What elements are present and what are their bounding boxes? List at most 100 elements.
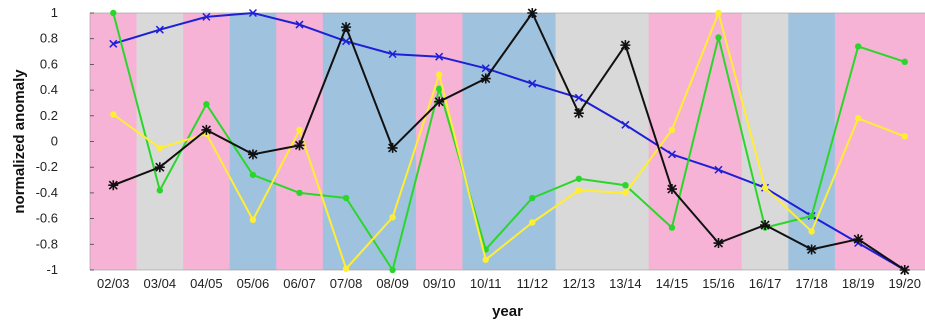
y-tick-label: -0.8 bbox=[36, 236, 58, 251]
data-point bbox=[620, 40, 631, 51]
background-band bbox=[322, 13, 370, 270]
data-point bbox=[342, 194, 350, 202]
data-point bbox=[622, 189, 629, 197]
x-tick-label: 08/09 bbox=[376, 276, 409, 291]
series-group bbox=[108, 8, 910, 275]
data-point bbox=[434, 96, 445, 107]
x-tick-label: 18/19 bbox=[842, 276, 875, 291]
data-point bbox=[621, 120, 630, 129]
data-point bbox=[761, 184, 769, 191]
x-tick-label: 16/17 bbox=[749, 276, 782, 291]
x-tick-label: 15/16 bbox=[702, 276, 735, 291]
y-tick-label: -0.2 bbox=[36, 159, 58, 174]
x-tick-label: 17/18 bbox=[795, 276, 828, 291]
data-point bbox=[713, 238, 724, 249]
series-line bbox=[112, 12, 906, 271]
x-axis: 02/03 03/04 04/05 05/06 06/07 07/08 08/09 09/10… bbox=[97, 276, 921, 291]
data-point bbox=[201, 124, 212, 135]
y-axis: -1 -0.8 -0.6 -0.4 -0.2 0 0.2 0.4 0.6 0.8 1 bbox=[36, 5, 94, 277]
data-point bbox=[575, 175, 583, 182]
background-band bbox=[229, 13, 277, 270]
x-tick-label: 07/08 bbox=[330, 276, 363, 291]
data-point bbox=[203, 101, 210, 108]
series-line bbox=[112, 12, 906, 271]
data-point bbox=[901, 133, 908, 140]
data-point bbox=[666, 184, 677, 195]
y-axis-label: normalized anomaly bbox=[11, 69, 28, 214]
data-point bbox=[528, 79, 537, 88]
data-point bbox=[248, 8, 257, 18]
data-point bbox=[573, 108, 584, 119]
y-tick-label: 0.8 bbox=[40, 31, 58, 46]
data-point bbox=[341, 22, 352, 33]
background-band bbox=[136, 13, 184, 270]
background-band bbox=[369, 13, 417, 270]
x-tick-label: 02/03 bbox=[97, 276, 130, 291]
data-point bbox=[435, 52, 444, 61]
x-tick-label: 09/10 bbox=[423, 276, 456, 291]
data-point bbox=[156, 144, 164, 152]
data-point bbox=[342, 265, 350, 272]
data-point bbox=[202, 12, 211, 21]
data-point bbox=[575, 187, 583, 194]
series-line bbox=[113, 12, 906, 271]
data-point bbox=[853, 234, 864, 245]
x-tick-label: 10/11 bbox=[470, 276, 502, 291]
data-point bbox=[714, 165, 723, 174]
data-point bbox=[760, 220, 771, 231]
y-tick-label: 0 bbox=[51, 134, 58, 149]
background-band bbox=[881, 13, 925, 270]
y-tick-label: -1 bbox=[46, 262, 58, 277]
data-point bbox=[715, 34, 722, 41]
y-tick-label: -0.6 bbox=[36, 211, 58, 226]
data-point bbox=[527, 8, 538, 18]
data-point bbox=[110, 9, 117, 17]
data-point bbox=[387, 142, 398, 153]
data-point bbox=[667, 150, 676, 159]
data-point bbox=[110, 111, 117, 118]
data-point bbox=[806, 244, 817, 255]
x-axis-label: year bbox=[492, 303, 523, 320]
x-tick-label: 06/07 bbox=[283, 276, 316, 291]
data-point bbox=[482, 256, 489, 263]
data-point bbox=[296, 189, 303, 197]
data-point bbox=[108, 180, 119, 191]
data-point bbox=[294, 140, 305, 151]
background-band bbox=[183, 13, 231, 270]
data-point bbox=[480, 73, 491, 84]
data-point bbox=[435, 71, 443, 78]
x-tick-label: 11/12 bbox=[516, 276, 548, 291]
y-tick-label: 1 bbox=[51, 5, 58, 20]
x-tick-label: 05/06 bbox=[237, 276, 270, 291]
series-line bbox=[112, 12, 906, 270]
background-band bbox=[555, 13, 603, 270]
data-point bbox=[808, 212, 815, 220]
data-point bbox=[109, 39, 118, 48]
background-band bbox=[834, 13, 882, 270]
data-point bbox=[668, 224, 676, 231]
data-point bbox=[154, 162, 165, 173]
data-point bbox=[388, 50, 397, 59]
series-4 bbox=[108, 8, 910, 275]
data-point bbox=[529, 194, 536, 202]
data-point bbox=[249, 171, 257, 179]
data-point bbox=[481, 64, 490, 73]
series-1 bbox=[109, 8, 909, 275]
series-3 bbox=[110, 9, 908, 272]
data-point bbox=[529, 219, 536, 226]
data-point bbox=[574, 93, 583, 102]
y-tick-label: 0.6 bbox=[40, 56, 58, 71]
data-point bbox=[668, 126, 676, 134]
data-point bbox=[156, 187, 164, 194]
background-band bbox=[695, 13, 743, 270]
background-band bbox=[602, 13, 650, 270]
data-point bbox=[296, 126, 303, 134]
data-point bbox=[249, 216, 257, 224]
x-tick-label: 14/15 bbox=[656, 276, 689, 291]
data-point bbox=[854, 115, 862, 122]
y-tick-label: -0.4 bbox=[36, 185, 58, 200]
series-2 bbox=[110, 9, 908, 274]
data-point bbox=[247, 149, 258, 160]
background-bands bbox=[90, 13, 925, 270]
